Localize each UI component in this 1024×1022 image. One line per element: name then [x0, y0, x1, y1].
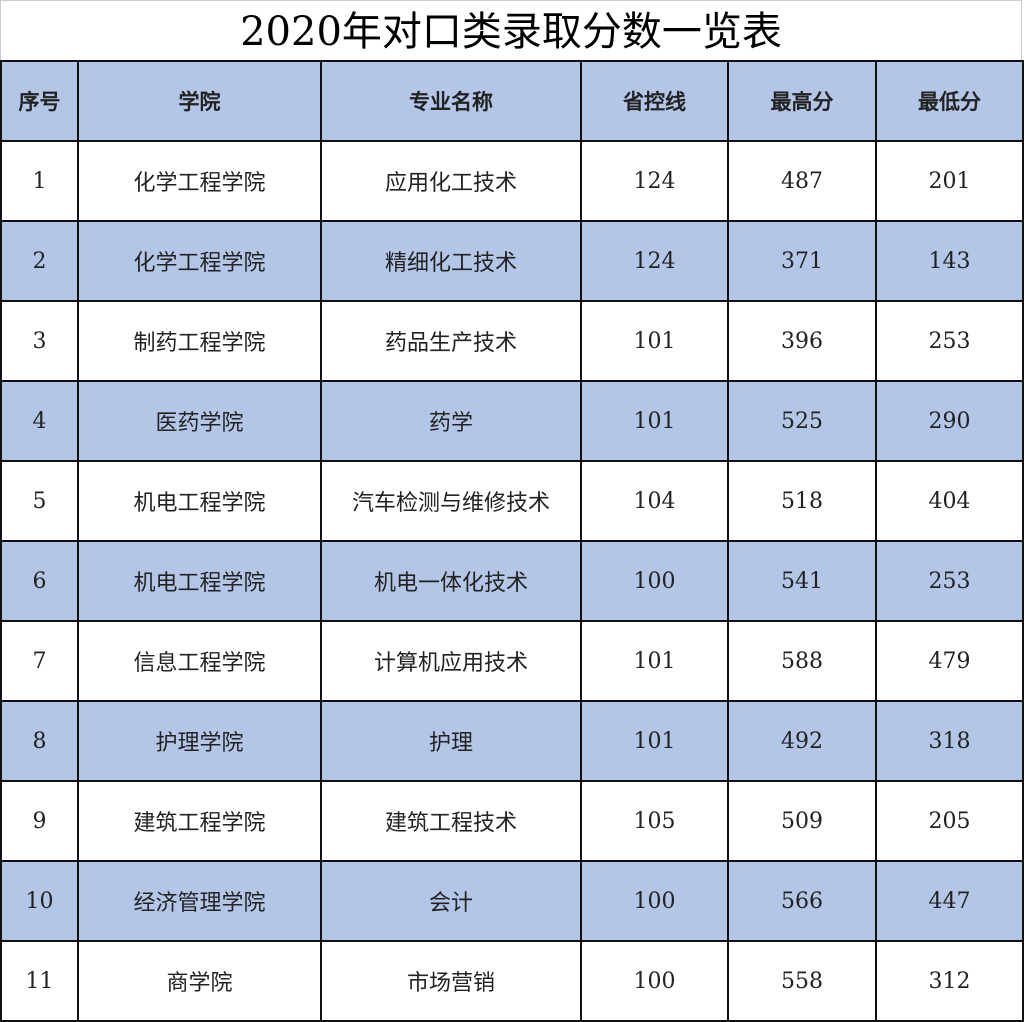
provincial-line-cell: 100	[580, 940, 729, 1022]
index-cell: 7	[0, 620, 79, 702]
table-row: 9 建筑工程学院 建筑工程技术 105 509 205	[0, 780, 1024, 862]
college-cell: 机电工程学院	[77, 460, 322, 542]
max-score-cell: 492	[727, 700, 877, 782]
college-cell: 化学工程学院	[77, 140, 322, 222]
index-cell: 9	[0, 780, 79, 862]
major-cell: 精细化工技术	[320, 220, 582, 302]
max-score-cell: 509	[727, 780, 877, 862]
index-cell: 1	[0, 140, 79, 222]
table-row: 11 商学院 市场营销 100 558 312	[0, 940, 1024, 1022]
min-score-cell: 205	[875, 780, 1024, 862]
major-cell: 机电一体化技术	[320, 540, 582, 622]
max-score-cell: 371	[727, 220, 877, 302]
min-score-cell: 253	[875, 300, 1024, 382]
min-score-cell: 479	[875, 620, 1024, 702]
column-header-max-score: 最高分	[727, 60, 877, 142]
table-row: 8 护理学院 护理 101 492 318	[0, 700, 1024, 782]
index-cell: 5	[0, 460, 79, 542]
provincial-line-cell: 104	[580, 460, 729, 542]
provincial-line-cell: 105	[580, 780, 729, 862]
index-cell: 11	[0, 940, 79, 1022]
major-cell: 应用化工技术	[320, 140, 582, 222]
min-score-cell: 312	[875, 940, 1024, 1022]
college-cell: 建筑工程学院	[77, 780, 322, 862]
provincial-line-cell: 101	[580, 620, 729, 702]
provincial-line-cell: 100	[580, 540, 729, 622]
column-header-min-score: 最低分	[875, 60, 1024, 142]
table-row: 2 化学工程学院 精细化工技术 124 371 143	[0, 220, 1024, 302]
table-header-row: 序号 学院 专业名称 省控线 最高分 最低分	[0, 60, 1024, 142]
table-row: 5 机电工程学院 汽车检测与维修技术 104 518 404	[0, 460, 1024, 542]
column-header-major: 专业名称	[320, 60, 582, 142]
college-cell: 经济管理学院	[77, 860, 322, 942]
major-cell: 护理	[320, 700, 582, 782]
provincial-line-cell: 100	[580, 860, 729, 942]
index-cell: 2	[0, 220, 79, 302]
min-score-cell: 447	[875, 860, 1024, 942]
min-score-cell: 201	[875, 140, 1024, 222]
min-score-cell: 143	[875, 220, 1024, 302]
max-score-cell: 558	[727, 940, 877, 1022]
table-row: 4 医药学院 药学 101 525 290	[0, 380, 1024, 462]
min-score-cell: 404	[875, 460, 1024, 542]
min-score-cell: 253	[875, 540, 1024, 622]
major-cell: 建筑工程技术	[320, 780, 582, 862]
min-score-cell: 290	[875, 380, 1024, 462]
provincial-line-cell: 101	[580, 300, 729, 382]
admission-scores-table: 序号 学院 专业名称 省控线 最高分 最低分 1 化学工程学院 应用化工技术 124 487 201…	[0, 60, 1024, 1022]
index-cell: 3	[0, 300, 79, 382]
index-cell: 8	[0, 700, 79, 782]
provincial-line-cell: 124	[580, 220, 729, 302]
table-row: 10 经济管理学院 会计 100 566 447	[0, 860, 1024, 942]
major-cell: 药品生产技术	[320, 300, 582, 382]
college-cell: 机电工程学院	[77, 540, 322, 622]
college-cell: 医药学院	[77, 380, 322, 462]
max-score-cell: 541	[727, 540, 877, 622]
min-score-cell: 318	[875, 700, 1024, 782]
college-cell: 护理学院	[77, 700, 322, 782]
max-score-cell: 566	[727, 860, 877, 942]
index-cell: 10	[0, 860, 79, 942]
column-header-provincial-line: 省控线	[580, 60, 729, 142]
max-score-cell: 518	[727, 460, 877, 542]
provincial-line-cell: 101	[580, 380, 729, 462]
college-cell: 化学工程学院	[77, 220, 322, 302]
table-row: 7 信息工程学院 计算机应用技术 101 588 479	[0, 620, 1024, 702]
table-row: 3 制药工程学院 药品生产技术 101 396 253	[0, 300, 1024, 382]
college-cell: 商学院	[77, 940, 322, 1022]
table-row: 6 机电工程学院 机电一体化技术 100 541 253	[0, 540, 1024, 622]
major-cell: 汽车检测与维修技术	[320, 460, 582, 542]
college-cell: 制药工程学院	[77, 300, 322, 382]
page-title: 2020年对口类录取分数一览表	[0, 0, 1022, 60]
column-header-index: 序号	[0, 60, 79, 142]
major-cell: 计算机应用技术	[320, 620, 582, 702]
major-cell: 药学	[320, 380, 582, 462]
table-row: 1 化学工程学院 应用化工技术 124 487 201	[0, 140, 1024, 222]
max-score-cell: 525	[727, 380, 877, 462]
max-score-cell: 487	[727, 140, 877, 222]
major-cell: 会计	[320, 860, 582, 942]
provincial-line-cell: 101	[580, 700, 729, 782]
college-cell: 信息工程学院	[77, 620, 322, 702]
max-score-cell: 396	[727, 300, 877, 382]
major-cell: 市场营销	[320, 940, 582, 1022]
index-cell: 6	[0, 540, 79, 622]
column-header-college: 学院	[77, 60, 322, 142]
index-cell: 4	[0, 380, 79, 462]
max-score-cell: 588	[727, 620, 877, 702]
provincial-line-cell: 124	[580, 140, 729, 222]
